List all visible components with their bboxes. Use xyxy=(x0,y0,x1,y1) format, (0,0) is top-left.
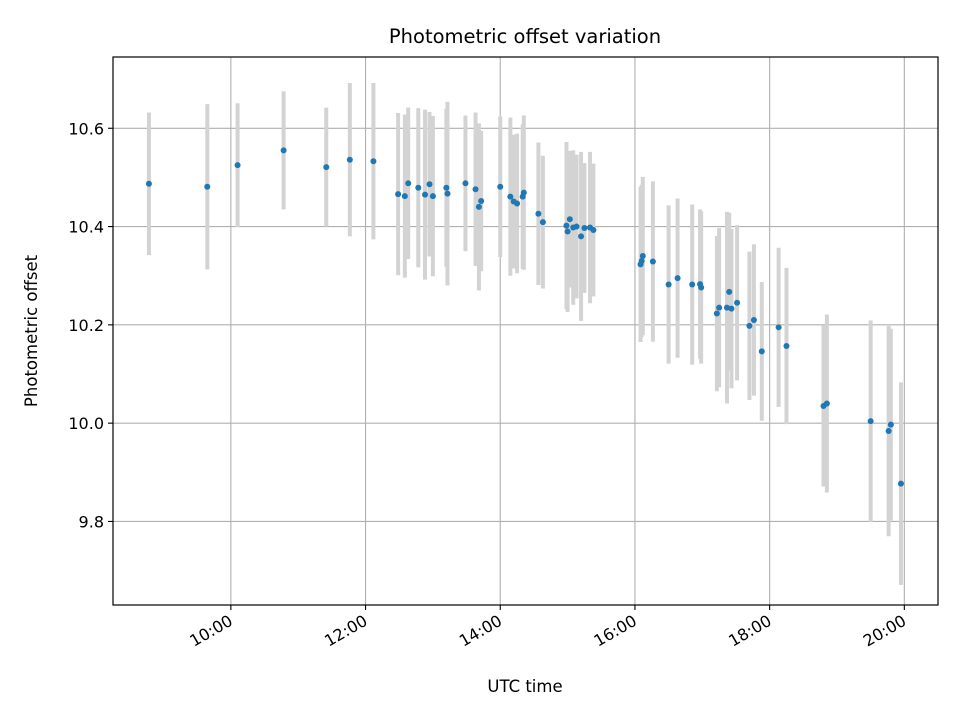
data-point xyxy=(520,189,527,196)
y-tick-label: 10.0 xyxy=(68,414,104,433)
data-point xyxy=(535,210,542,217)
data-point xyxy=(726,288,733,295)
data-point xyxy=(472,186,479,193)
chart-title: Photometric offset variation xyxy=(389,25,661,48)
data-point xyxy=(590,227,597,234)
data-point xyxy=(395,191,402,198)
data-point xyxy=(887,421,894,428)
data-point xyxy=(581,225,588,232)
data-point xyxy=(514,200,521,207)
data-point xyxy=(443,184,450,191)
data-point xyxy=(415,184,422,191)
data-point xyxy=(204,183,211,190)
errorbar-layer xyxy=(146,83,903,585)
data-point xyxy=(674,275,681,282)
data-point xyxy=(497,183,504,190)
data-point xyxy=(573,223,580,230)
x-tick-label: 16:00 xyxy=(591,611,640,651)
x-tick-label: 18:00 xyxy=(725,611,774,651)
data-point xyxy=(370,158,377,165)
data-point xyxy=(563,222,570,229)
data-point xyxy=(665,281,672,288)
data-point xyxy=(401,193,408,200)
y-tick-label: 10.4 xyxy=(68,218,104,237)
data-point xyxy=(783,342,790,349)
y-axis-title: Photometric offset xyxy=(22,254,41,407)
data-point xyxy=(564,228,571,235)
data-point xyxy=(897,480,904,487)
point-layer xyxy=(145,147,904,487)
y-tick-label: 10.6 xyxy=(68,119,104,138)
x-tick-label: 10:00 xyxy=(186,611,235,651)
data-point xyxy=(566,216,573,223)
data-point xyxy=(637,261,644,268)
data-point xyxy=(713,310,720,317)
data-point xyxy=(578,233,585,240)
data-point xyxy=(716,304,723,311)
tick-layer: 10:00 12:00 14:00 16:00 18:00 20:00 9.8 10.0 10.… xyxy=(68,119,909,650)
data-point xyxy=(734,299,741,306)
data-point xyxy=(746,322,753,329)
data-point xyxy=(475,203,482,210)
data-point xyxy=(478,198,485,205)
data-point xyxy=(723,304,730,311)
data-point xyxy=(885,428,892,435)
data-point xyxy=(444,190,451,197)
data-point xyxy=(422,191,429,198)
data-point xyxy=(405,180,412,187)
data-point xyxy=(750,316,757,323)
x-tick-label: 12:00 xyxy=(321,611,370,651)
data-point xyxy=(280,147,287,154)
plot-frame xyxy=(112,56,939,606)
x-tick-label: 20:00 xyxy=(860,611,909,651)
x-axis-title: UTC time xyxy=(487,677,562,696)
y-tick-label: 10.2 xyxy=(68,316,104,335)
data-point xyxy=(426,181,433,188)
data-point xyxy=(639,253,646,260)
data-point xyxy=(758,348,765,355)
data-point xyxy=(346,156,353,163)
data-point xyxy=(649,258,656,265)
data-point xyxy=(689,281,696,288)
data-point xyxy=(429,193,436,200)
data-point xyxy=(775,324,782,331)
data-point xyxy=(462,180,469,187)
x-tick-label: 14:00 xyxy=(456,611,505,651)
data-point xyxy=(507,193,514,200)
data-point xyxy=(323,164,330,171)
data-point xyxy=(234,162,241,169)
data-point xyxy=(823,400,830,407)
y-tick-label: 9.8 xyxy=(79,512,104,531)
data-point xyxy=(145,180,152,187)
data-point xyxy=(867,418,874,425)
data-point xyxy=(539,219,546,226)
data-point xyxy=(728,305,735,312)
data-point xyxy=(698,284,705,291)
